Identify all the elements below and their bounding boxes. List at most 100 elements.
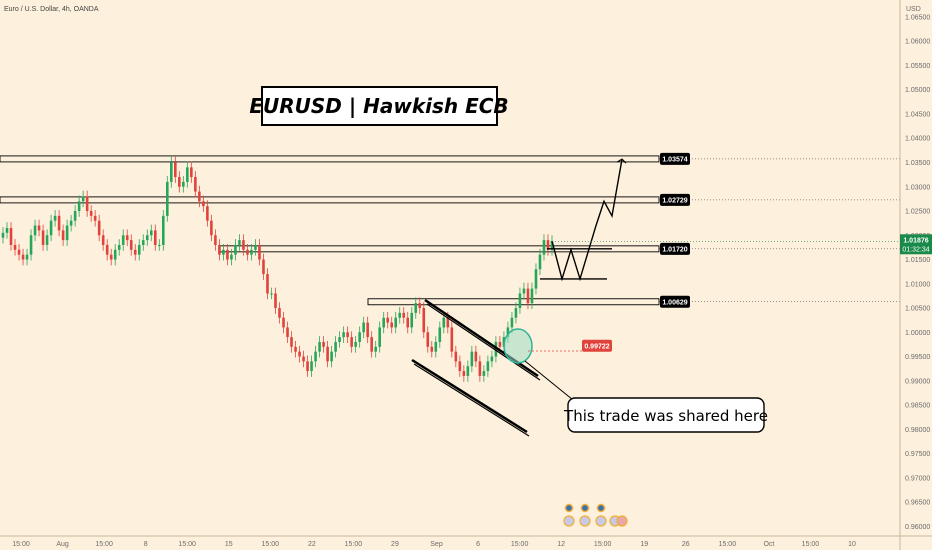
candle-body xyxy=(133,249,137,255)
current-price-countdown: 01:32:34 xyxy=(902,246,929,253)
channel-lower-line-2 xyxy=(413,363,530,437)
candle-body xyxy=(386,317,390,323)
candle-body xyxy=(398,312,402,318)
candle-body xyxy=(402,312,406,318)
projection-arrowhead xyxy=(616,158,627,164)
candle-body xyxy=(117,244,121,250)
price-tick-label: 0.98000 xyxy=(905,427,930,434)
candle-body xyxy=(250,249,253,255)
time-tick-label: 15 xyxy=(225,541,233,548)
candle-body xyxy=(278,308,281,318)
candle-body xyxy=(165,181,169,216)
candle-body xyxy=(458,361,462,372)
price-tick-label: 1.05500 xyxy=(905,63,930,70)
candle-body xyxy=(21,254,25,260)
candle-body xyxy=(322,341,325,347)
candle-body xyxy=(129,240,133,250)
level-price-tag xyxy=(660,193,690,206)
candle-body xyxy=(41,230,45,245)
candle-body xyxy=(366,322,369,338)
candle-body xyxy=(310,361,313,372)
candle-body xyxy=(214,235,217,245)
candle-body xyxy=(246,249,249,255)
candle-body xyxy=(145,235,149,241)
callout-text: This trade was shared here xyxy=(563,407,768,425)
candle-body xyxy=(454,351,458,362)
candle-body xyxy=(49,220,53,236)
candle-body xyxy=(306,361,309,372)
us-flag-icon xyxy=(579,515,591,527)
price-tick-label: 0.96500 xyxy=(905,500,930,507)
price-tick-label: 1.06000 xyxy=(905,39,930,46)
economic-events xyxy=(563,503,628,527)
candle-body xyxy=(270,293,273,295)
candle-body xyxy=(434,341,438,352)
candle-body xyxy=(534,269,538,289)
candle-body xyxy=(89,211,93,216)
candle-body xyxy=(418,303,422,309)
price-tick-label: 1.02500 xyxy=(905,209,930,216)
level-price-label: 1.03574 xyxy=(662,156,687,163)
price-tick-label: 0.99500 xyxy=(905,354,930,361)
time-tick-label: 15:00 xyxy=(345,541,363,548)
candle-body xyxy=(494,341,498,357)
time-tick-label: Sep xyxy=(430,541,443,548)
candle-body xyxy=(69,220,73,226)
candle-body xyxy=(482,371,486,376)
candle-body xyxy=(542,240,546,255)
candle-body xyxy=(1,232,5,238)
price-tick-label: 1.05000 xyxy=(905,87,930,94)
price-tick-label: 1.01500 xyxy=(905,257,930,264)
candle-body xyxy=(53,215,57,221)
candle-body xyxy=(13,244,17,250)
candle-body xyxy=(546,240,550,250)
candle-body xyxy=(298,351,301,357)
candle-body xyxy=(490,356,494,362)
candle-body xyxy=(93,215,97,221)
time-tick-label: 12 xyxy=(557,541,565,548)
candle-body xyxy=(161,215,165,245)
candle-body xyxy=(222,249,225,255)
candle-body xyxy=(262,259,265,275)
candle-body xyxy=(258,244,261,260)
candle-body xyxy=(470,351,474,367)
candle-body xyxy=(302,356,305,362)
entry-highlight-circle xyxy=(503,328,533,364)
candle-body xyxy=(450,327,454,352)
time-tick-label: 15:00 xyxy=(511,541,529,548)
symbol-label: Euro / U.S. Dollar, 4h, OANDA xyxy=(4,6,99,13)
candle-body xyxy=(182,181,185,187)
candle-body xyxy=(294,346,297,352)
candle-body xyxy=(77,201,81,212)
us-flag-icon xyxy=(563,515,575,527)
candle-body xyxy=(526,288,530,304)
projection-line xyxy=(551,158,623,282)
price-tick-label: 1.00000 xyxy=(905,330,930,337)
candle-body xyxy=(362,322,365,333)
price-tick-label: 0.97500 xyxy=(905,451,930,458)
candle-body xyxy=(153,230,157,245)
candle-body xyxy=(109,254,113,260)
candle-body xyxy=(45,235,49,245)
candle-body xyxy=(550,241,554,250)
candle-body xyxy=(97,220,101,236)
level-price-label: 1.01720 xyxy=(662,246,687,253)
price-tick-label: 1.00500 xyxy=(905,306,930,313)
time-tick-label: 10 xyxy=(848,541,856,548)
channel-lower-line xyxy=(411,358,528,434)
candle-body xyxy=(506,327,510,338)
price-axis: 1.06500 1.06000 1.05500 1.05000 1.04500 1.040… xyxy=(899,0,930,550)
price-tick-label: 0.99000 xyxy=(905,378,930,385)
candle-body xyxy=(137,244,141,255)
price-tick-label: 0.97000 xyxy=(905,475,930,482)
candle-body xyxy=(121,235,125,245)
price-tick-label: 1.06500 xyxy=(905,14,930,21)
candle-body xyxy=(530,288,534,304)
candle-body xyxy=(290,337,293,347)
candle-body xyxy=(282,317,285,328)
time-tick-label: 15:00 xyxy=(95,541,113,548)
candle-body xyxy=(378,327,381,347)
entry-price-tag xyxy=(582,339,612,352)
candle-body xyxy=(202,201,205,207)
